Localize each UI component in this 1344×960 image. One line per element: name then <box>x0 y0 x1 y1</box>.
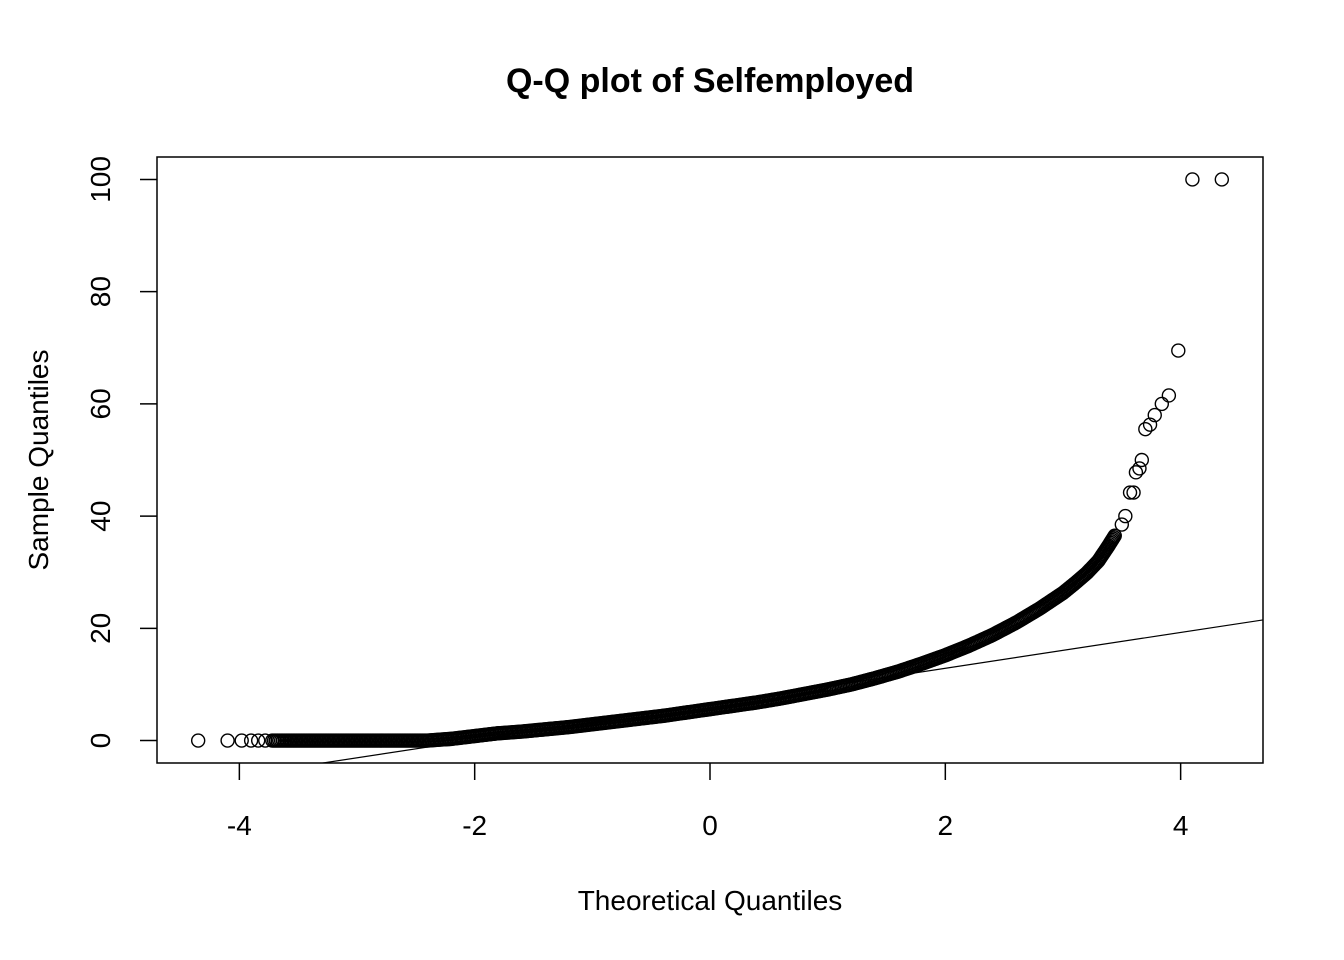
y-tick-label: 60 <box>85 388 116 419</box>
x-tick-label: 2 <box>938 810 954 841</box>
data-point <box>1185 172 1200 187</box>
y-axis: 0 20 40 60 80 100 <box>85 156 157 748</box>
x-axis-label: Theoretical Quantiles <box>578 885 843 916</box>
data-point <box>1138 421 1153 437</box>
data-point <box>243 733 259 748</box>
data-point <box>1154 396 1170 412</box>
points-layer <box>190 172 1230 748</box>
data-point <box>1214 172 1230 187</box>
data-point <box>1114 517 1130 532</box>
data-point <box>1106 529 1122 545</box>
y-tick-label: 80 <box>85 276 116 307</box>
data-point <box>1104 532 1120 548</box>
data-point <box>1134 452 1150 468</box>
y-tick-label: 0 <box>85 733 116 749</box>
y-tick-label: 20 <box>85 613 116 644</box>
data-point <box>1147 407 1162 423</box>
data-point <box>1118 508 1133 524</box>
data-point <box>1122 485 1138 500</box>
y-tick-label: 100 <box>85 156 116 203</box>
x-tick-label: 0 <box>702 810 718 841</box>
data-point <box>1128 465 1144 480</box>
x-tick-label: -4 <box>227 810 252 841</box>
data-point <box>220 733 235 748</box>
data-point <box>1171 343 1186 358</box>
data-point <box>1105 531 1121 546</box>
data-point <box>250 733 266 748</box>
chart-title: Q-Q plot of Selfemployed <box>506 62 914 100</box>
x-tick-label: 4 <box>1173 810 1189 841</box>
y-axis-label: Sample Quantiles <box>23 349 54 570</box>
plot-frame <box>156 156 1264 764</box>
data-point <box>1161 388 1177 403</box>
data-point <box>1107 528 1122 543</box>
data-point <box>1126 485 1141 500</box>
data-point <box>234 733 249 748</box>
x-axis: -4 -2 0 2 4 <box>227 763 1189 841</box>
y-tick-label: 40 <box>85 501 116 532</box>
data-point <box>1132 461 1147 476</box>
x-tick-label: -2 <box>462 810 487 841</box>
data-point <box>1142 417 1158 432</box>
data-point <box>190 733 206 748</box>
